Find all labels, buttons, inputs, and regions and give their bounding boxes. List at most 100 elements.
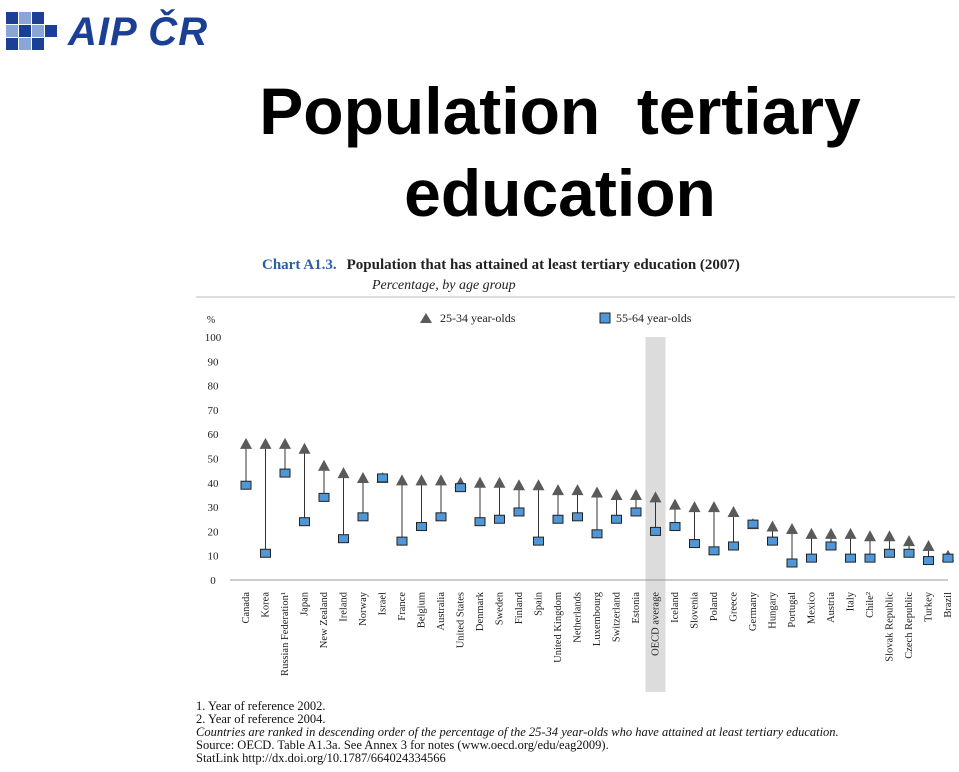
x-tick-label: United States (456, 592, 467, 648)
y-tick-label: 60 (208, 429, 220, 441)
legend-square-icon (599, 312, 611, 324)
point-25-34 (571, 484, 584, 496)
point-25-34 (922, 539, 935, 551)
point-25-34 (591, 486, 603, 498)
point-55-64 (708, 546, 720, 556)
x-tick-label: Japan (300, 591, 311, 616)
x-tick-label: Canada (241, 592, 252, 624)
point-55-64 (786, 558, 798, 568)
y-tick-label: 50 (208, 454, 220, 466)
point-55-64 (318, 492, 330, 502)
point-55-64 (864, 553, 876, 563)
point-55-64 (513, 507, 525, 517)
point-25-34 (610, 488, 623, 500)
point-25-34 (552, 484, 564, 496)
point-55-64 (260, 548, 271, 558)
legend-label-55-64: 55-64 year-olds (616, 311, 692, 325)
x-tick-label: Hungary (768, 591, 779, 628)
point-25-34 (649, 491, 662, 503)
point-25-34 (669, 498, 681, 510)
point-25-34 (240, 437, 252, 449)
point-55-64 (435, 512, 447, 522)
point-55-64 (279, 468, 291, 478)
x-tick-label: Iceland (670, 591, 681, 623)
point-25-34 (298, 442, 311, 454)
point-55-64 (611, 514, 622, 524)
x-tick-label: Slovenia (690, 592, 701, 629)
point-25-34 (786, 522, 798, 534)
x-tick-label: Turkey (924, 591, 935, 622)
point-25-34 (513, 479, 525, 491)
point-55-64 (533, 536, 544, 546)
note-3: Countries are ranked in descending order… (196, 725, 839, 739)
point-25-34 (727, 505, 740, 517)
point-55-64 (455, 483, 466, 493)
x-tick-label: Italy (846, 591, 857, 611)
point-55-64 (357, 512, 369, 522)
point-55-64 (494, 514, 505, 524)
y-tick-label: 90 (208, 356, 220, 368)
slide-title-line1: Population tertiary (259, 74, 861, 148)
x-tick-label: Denmark (475, 591, 486, 631)
point-25-34 (825, 527, 837, 539)
legend-label-25-34: 25-34 year-olds (440, 311, 516, 325)
point-25-34 (844, 527, 857, 539)
x-tick-label: Israel (378, 592, 389, 615)
point-25-34 (493, 476, 506, 488)
x-tick-label: Spain (534, 591, 545, 616)
y-tick-label: 0 (210, 575, 216, 587)
point-25-34 (337, 467, 350, 479)
point-55-64 (396, 536, 408, 546)
point-55-64 (416, 522, 427, 532)
y-tick-label: 40 (208, 478, 220, 490)
point-25-34 (708, 501, 720, 513)
point-55-64 (552, 514, 564, 524)
chart-svg: 0 10 20 30 40 50 60 70 80 90 100% 25-34 year-olds 55… (196, 296, 955, 692)
x-tick-label: Estonia (631, 592, 642, 624)
x-tick-label: Portugal (787, 592, 798, 628)
x-tick-label: United Kingdom (553, 592, 564, 663)
x-tick-label: Korea (261, 592, 272, 618)
point-55-64 (728, 541, 739, 551)
x-tick-label: Netherlands (573, 592, 584, 643)
chart-heading: Chart A1.3. Population that has attained … (262, 257, 740, 274)
point-25-34 (864, 530, 876, 542)
slide-title-line2: education (404, 156, 716, 230)
x-tick-label: Brazil (943, 592, 954, 618)
point-55-64 (845, 553, 856, 563)
point-25-34 (532, 479, 545, 491)
chart-subtitle: Percentage, by age group (372, 278, 516, 293)
point-25-34 (630, 488, 642, 500)
slide-title: Population tertiary education (160, 70, 959, 234)
point-25-34 (766, 520, 779, 532)
chart-number: Chart A1.3. (262, 257, 337, 273)
x-tick-label: France (397, 592, 408, 621)
point-55-64 (825, 541, 837, 551)
point-55-64 (669, 522, 681, 532)
y-tick-label: 30 (208, 502, 220, 514)
x-tick-label: Poland (709, 591, 720, 621)
x-tick-label: Mexico (807, 592, 818, 624)
x-tick-label: Switzerland (612, 591, 623, 642)
point-25-34 (883, 530, 896, 542)
point-55-64 (806, 553, 817, 563)
point-55-64 (923, 556, 934, 566)
x-tick-label: Austria (826, 592, 837, 623)
chart-notes: 1. Year of reference 2002. 2. Year of re… (196, 700, 839, 765)
x-tick-label: Slovak Republic (885, 592, 896, 662)
point-55-64 (903, 548, 915, 558)
point-25-34 (435, 474, 447, 486)
x-tick-label: OECD average (651, 592, 662, 656)
aip-logo: AIP ČR (6, 8, 208, 56)
x-tick-label: New Zealand (319, 591, 330, 648)
x-tick-label: Greece (729, 592, 740, 622)
legend-triangle-icon (420, 313, 432, 323)
y-tick-label: 10 (208, 551, 220, 563)
point-55-64 (884, 548, 895, 558)
point-25-34 (396, 474, 408, 486)
x-tick-label: Luxembourg (592, 591, 603, 646)
point-55-64 (747, 519, 759, 529)
note-statlink: StatLink http://dx.doi.org/10.1787/66402… (196, 751, 446, 765)
point-25-34 (688, 501, 701, 513)
point-55-64 (630, 507, 642, 517)
